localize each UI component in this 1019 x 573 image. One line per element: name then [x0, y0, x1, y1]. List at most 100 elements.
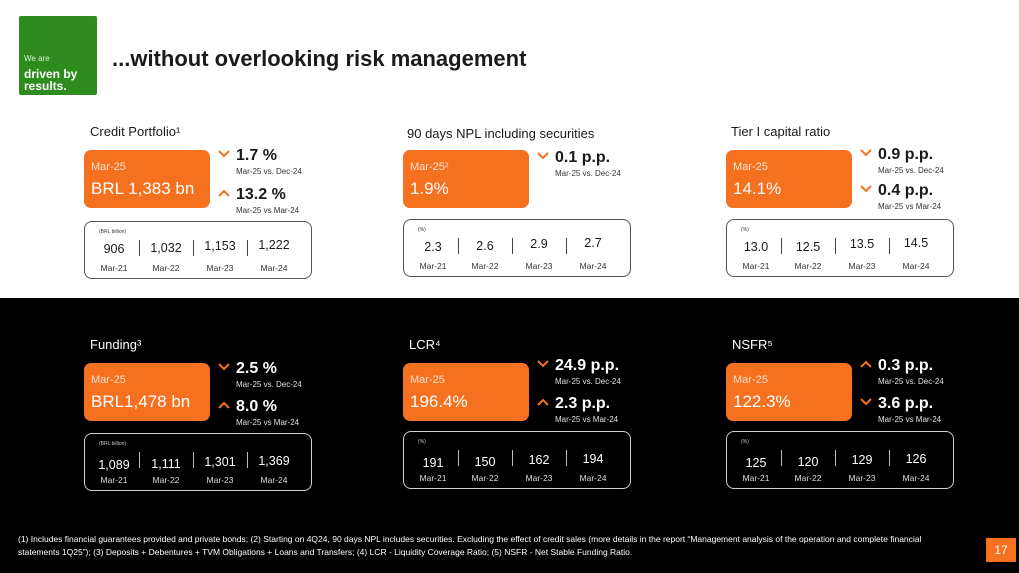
history-value: 194 — [582, 452, 604, 466]
chevron-up-icon — [218, 401, 230, 409]
history-item: 12.5 Mar-22 — [782, 220, 834, 276]
history-value: 13.0 — [743, 240, 769, 254]
change-comparison: Mar-25 vs. Dec-24 — [555, 169, 621, 178]
chevron-down-icon — [218, 150, 230, 158]
logo-tagline-big: driven by results. — [24, 68, 77, 92]
history-value: 126 — [905, 452, 927, 466]
divider — [566, 238, 567, 254]
history-period: Mar-22 — [471, 261, 499, 271]
unit-label: (%) — [741, 227, 749, 233]
history-box: (%) 125 Mar-21 120 Mar-22 129 Mar-23 126 Mar-24 — [726, 431, 954, 489]
change-value: 2.5 % — [236, 360, 277, 377]
history-item: 13.5 Mar-23 — [836, 220, 888, 276]
history-item: 126 Mar-24 — [890, 432, 942, 488]
history-item: 1,222 Mar-24 — [248, 222, 300, 278]
history-box: (%) 2.3 Mar-21 2.6 Mar-22 2.9 Mar-23 2.7 Mar-24 — [403, 219, 631, 277]
history-value: 906 — [103, 242, 125, 256]
history-value: 125 — [745, 456, 767, 470]
unit-label: (%) — [418, 439, 426, 445]
history-item: 13.0 Mar-21 — [730, 220, 782, 276]
current-value-card: Mar-25 196.4% — [403, 363, 529, 421]
history-box: (BRL billion) 1,089 Mar-21 1,111 Mar-22 1,301… — [84, 433, 312, 491]
divider — [512, 238, 513, 254]
history-item: 2.3 Mar-21 — [407, 220, 459, 276]
footnote: (1) Includes financial guarantees provid… — [18, 534, 922, 557]
history-item: 1,111 Mar-22 — [140, 434, 192, 490]
current-period: Mar-25 — [91, 374, 126, 386]
history-period: Mar-21 — [100, 263, 128, 273]
history-value: 1,089 — [98, 458, 130, 472]
current-period: Mar-25 — [733, 374, 768, 386]
divider — [835, 450, 836, 466]
history-value: 2.7 — [584, 236, 602, 250]
current-period: Mar-25² — [410, 161, 449, 173]
history-item: 194 Mar-24 — [567, 432, 619, 488]
panel-label: LCR⁴ — [409, 337, 441, 352]
history-period: Mar-24 — [260, 263, 288, 273]
change-comparison: Mar-25 vs. Dec-24 — [555, 377, 621, 386]
change-value: 0.4 p.p. — [878, 182, 934, 199]
divider — [781, 238, 782, 254]
history-value: 1,369 — [258, 454, 290, 468]
history-value: 2.3 — [424, 240, 442, 254]
divider — [512, 450, 513, 466]
change-value: 13.2 % — [236, 186, 286, 203]
history-item: 906 Mar-21 — [88, 222, 140, 278]
current-value: 122.3% — [733, 392, 791, 411]
history-period: Mar-23 — [206, 263, 234, 273]
unit-label: (%) — [741, 439, 749, 445]
logo-tagline-small: We are — [24, 54, 50, 63]
history-period: Mar-21 — [100, 475, 128, 485]
current-period: Mar-25 — [91, 161, 126, 173]
panel-label: Funding³ — [90, 337, 142, 352]
history-item: 1,153 Mar-23 — [194, 222, 246, 278]
unit-label: (BRL billion) — [99, 229, 127, 235]
divider — [835, 238, 836, 254]
page-number: 17 — [986, 538, 1016, 562]
change-comparison: Mar-25 vs. Dec-24 — [878, 377, 944, 386]
history-value: 1,222 — [258, 238, 290, 252]
history-period: Mar-23 — [848, 261, 876, 271]
change-value: 0.9 p.p. — [878, 146, 934, 163]
current-value: BRL1,478 bn — [91, 392, 191, 411]
history-item: 2.6 Mar-22 — [459, 220, 511, 276]
divider — [139, 452, 140, 468]
history-period: Mar-23 — [206, 475, 234, 485]
history-item: 1,369 Mar-24 — [248, 434, 300, 490]
history-value: 1,301 — [204, 455, 236, 469]
panel-label: 90 days NPL including securities — [407, 126, 595, 141]
panel-label: NSFR⁵ — [732, 337, 773, 352]
history-value: 150 — [474, 455, 496, 469]
change-comparison: Mar-25 vs Mar-24 — [236, 206, 300, 215]
change-comparison: Mar-25 vs Mar-24 — [878, 415, 942, 424]
change-value: 3.6 p.p. — [878, 395, 934, 412]
history-period: Mar-23 — [848, 473, 876, 483]
current-period: Mar-25 — [410, 374, 445, 386]
history-item: 120 Mar-22 — [782, 432, 834, 488]
history-value: 13.5 — [849, 237, 875, 251]
divider — [566, 450, 567, 466]
divider — [247, 240, 248, 256]
history-value: 1,153 — [204, 239, 236, 253]
history-item: 2.7 Mar-24 — [567, 220, 619, 276]
unit-label: (BRL billion) — [99, 441, 127, 447]
chevron-down-icon — [860, 149, 872, 157]
history-item: 1,032 Mar-22 — [140, 222, 192, 278]
history-period: Mar-24 — [902, 473, 930, 483]
current-value: 1.9% — [410, 179, 449, 198]
current-value-card: Mar-25 122.3% — [726, 363, 852, 421]
divider — [889, 238, 890, 254]
history-period: Mar-22 — [471, 473, 499, 483]
chevron-down-icon — [860, 185, 872, 193]
current-value-card: Mar-25 BRL1,478 bn — [84, 363, 210, 421]
history-box: (BRL billion) 906 Mar-21 1,032 Mar-22 1,153 Ma… — [84, 221, 312, 279]
change-comparison: Mar-25 vs. Dec-24 — [236, 380, 302, 389]
chevron-up-icon — [537, 398, 549, 406]
change-value: 0.3 p.p. — [878, 357, 934, 374]
history-value: 2.9 — [530, 237, 548, 251]
change-comparison: Mar-25 vs Mar-24 — [878, 202, 942, 211]
history-period: Mar-24 — [902, 261, 930, 271]
history-period: Mar-22 — [794, 261, 822, 271]
change-comparison: Mar-25 vs. Dec-24 — [878, 166, 944, 175]
history-item: 129 Mar-23 — [836, 432, 888, 488]
